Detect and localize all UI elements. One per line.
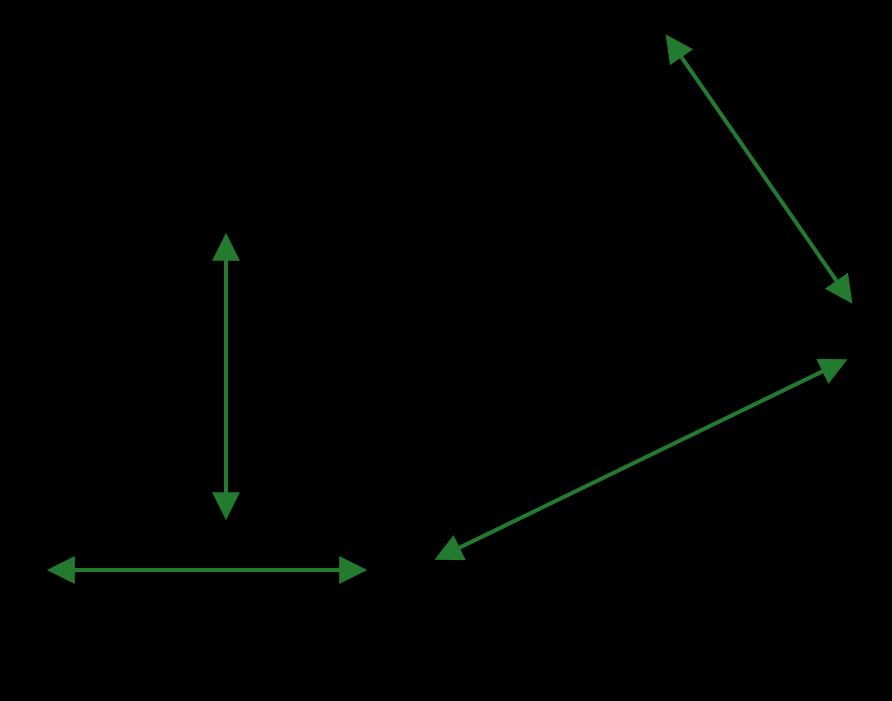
diagonal-lower-arrow	[440, 362, 843, 558]
diagonal-upper-arrow	[669, 39, 849, 299]
arrow-diagram	[0, 0, 892, 701]
